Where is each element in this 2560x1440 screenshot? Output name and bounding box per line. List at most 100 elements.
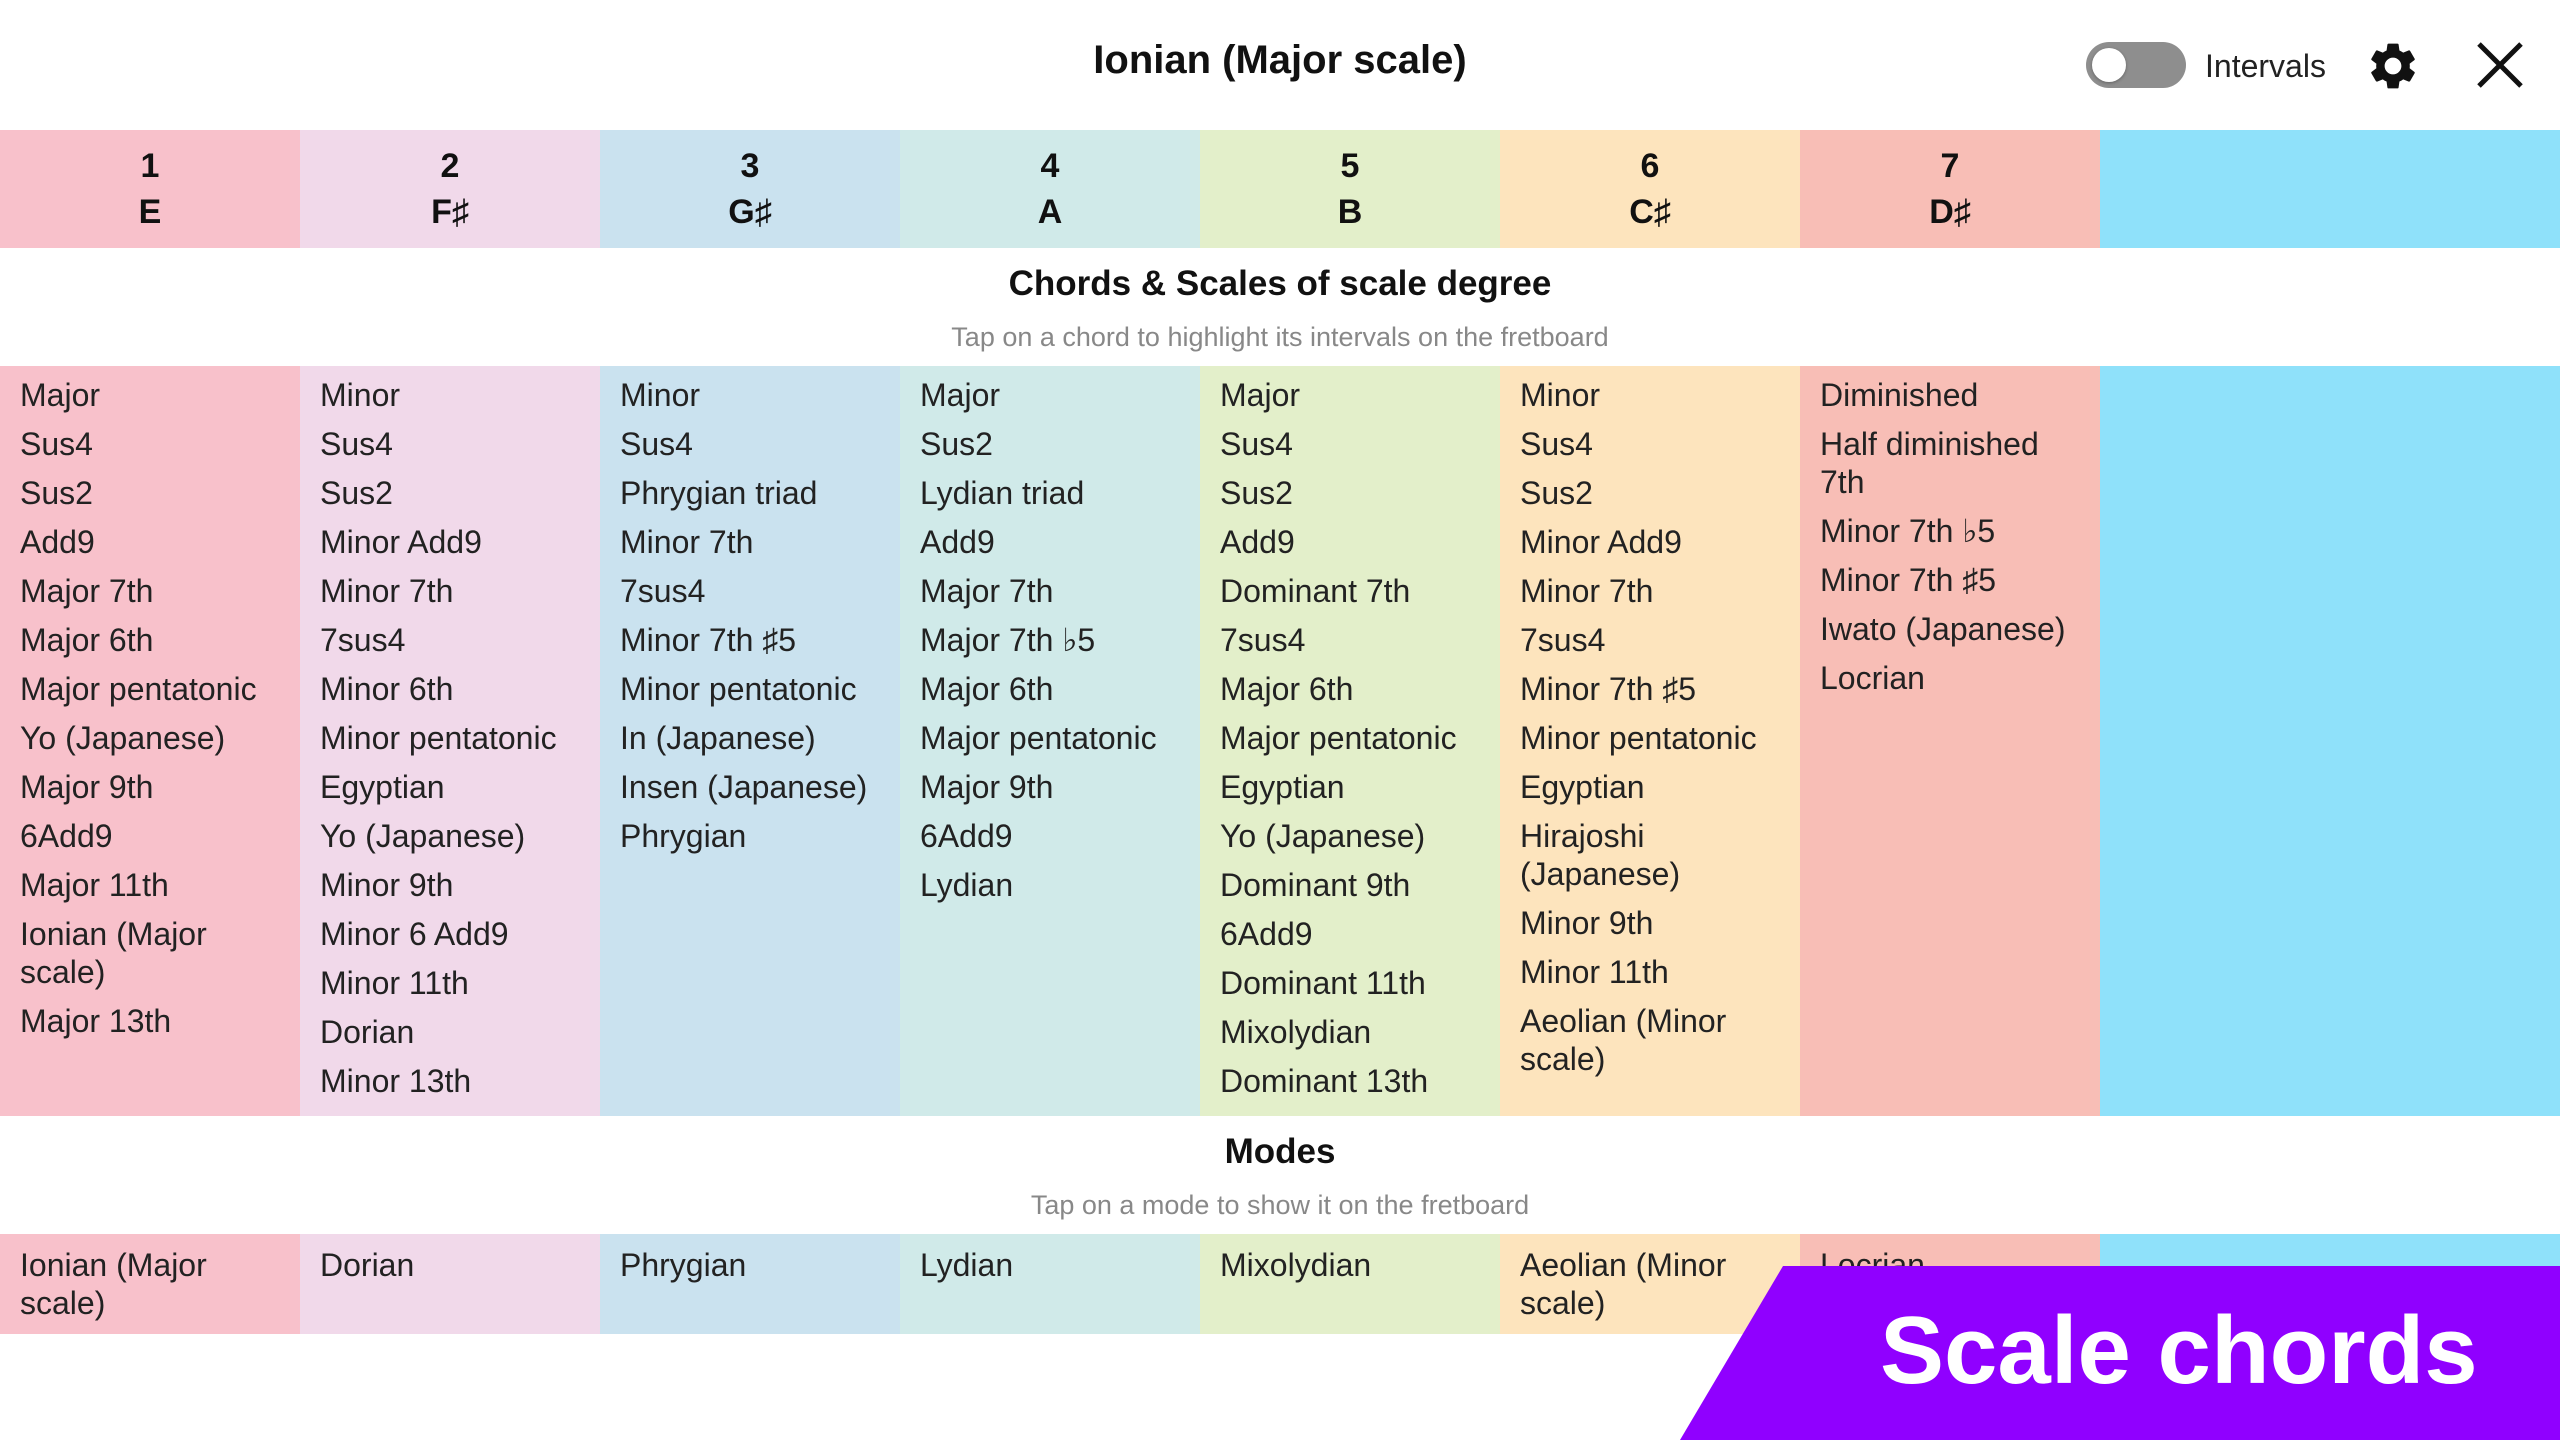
chord-item[interactable]: Lydian (920, 867, 1014, 903)
chord-item[interactable]: Major pentatonic (20, 671, 257, 707)
chord-item[interactable]: Sus2 (320, 475, 393, 511)
chord-item[interactable]: Add9 (920, 524, 995, 560)
chord-item[interactable]: Minor 11th (320, 965, 469, 1001)
chord-item[interactable]: Minor 7th ♯5 (1820, 562, 1997, 598)
chord-item[interactable]: Minor 7th ♯5 (1520, 671, 1697, 707)
chord-item[interactable]: Locrian (1820, 660, 1925, 696)
chord-item[interactable]: Half diminished 7th (1820, 426, 2039, 500)
chord-item[interactable]: Dominant 13th (1220, 1063, 1429, 1099)
chord-item[interactable]: Insen (Japanese) (620, 769, 868, 805)
chord-item[interactable]: Minor pentatonic (620, 671, 857, 707)
chord-item[interactable]: Major 13th (20, 1003, 172, 1039)
chord-item[interactable]: Major (1220, 377, 1301, 413)
intervals-toggle[interactable] (2086, 42, 2186, 88)
chord-item[interactable]: Major pentatonic (920, 720, 1157, 756)
chord-item[interactable]: Minor 7th (620, 524, 754, 560)
chord-item[interactable]: 6Add9 (20, 818, 113, 854)
chord-item[interactable]: Major 7th (920, 573, 1054, 609)
chord-item[interactable]: Dorian (320, 1014, 415, 1050)
chord-item[interactable]: Hirajoshi (Japanese) (1520, 818, 1681, 892)
chord-item[interactable]: Dominant 7th (1220, 573, 1411, 609)
mode-dorian[interactable]: Dorian (300, 1234, 600, 1334)
chord-item[interactable]: Minor 6th (320, 671, 454, 707)
degree-6[interactable]: 6 C♯ (1500, 130, 1800, 248)
chord-item[interactable]: 7sus4 (1220, 622, 1306, 658)
chord-item[interactable]: Minor 7th (1520, 573, 1654, 609)
chord-item[interactable]: Minor (1520, 377, 1601, 413)
chord-item[interactable]: Iwato (Japanese) (1820, 611, 2066, 647)
chord-item[interactable]: Major pentatonic (1220, 720, 1457, 756)
chord-item[interactable]: Lydian triad (920, 475, 1085, 511)
chord-item[interactable]: Minor Add9 (1520, 524, 1682, 560)
chord-item[interactable]: Major (920, 377, 1001, 413)
chord-item[interactable]: Major 11th (20, 867, 169, 903)
chord-item[interactable]: Yo (Japanese) (20, 720, 226, 756)
chord-item[interactable]: Phrygian (620, 818, 747, 854)
chord-item[interactable]: 7sus4 (620, 573, 706, 609)
chord-item[interactable]: Dominant 9th (1220, 867, 1411, 903)
chord-item[interactable]: Ionian (Major scale) (20, 916, 207, 990)
chord-item[interactable]: Major 6th (20, 622, 154, 658)
chord-item[interactable]: Major 7th ♭5 (920, 622, 1096, 658)
mode-ionian[interactable]: Ionian (Major scale) (0, 1234, 300, 1334)
chord-item[interactable]: Major 6th (920, 671, 1054, 707)
chord-item[interactable]: Major 6th (1220, 671, 1354, 707)
chord-item[interactable]: Minor pentatonic (1520, 720, 1757, 756)
chord-item[interactable]: Sus4 (1520, 426, 1593, 462)
chord-item[interactable]: Sus4 (620, 426, 693, 462)
chord-item[interactable]: Yo (Japanese) (1220, 818, 1426, 854)
chord-item[interactable]: Sus2 (920, 426, 993, 462)
chord-item[interactable]: 6Add9 (1220, 916, 1313, 952)
chord-item[interactable]: Minor 7th ♯5 (620, 622, 797, 658)
chord-item[interactable]: Minor 7th (320, 573, 454, 609)
chord-item[interactable]: Sus4 (20, 426, 93, 462)
chord-item[interactable]: Major (20, 377, 101, 413)
chord-item[interactable]: Major 7th (20, 573, 154, 609)
chord-item[interactable]: Add9 (20, 524, 95, 560)
chord-item[interactable]: Dominant 11th (1220, 965, 1426, 1001)
chord-item[interactable]: Sus2 (1520, 475, 1593, 511)
chord-item[interactable]: Major 9th (920, 769, 1054, 805)
degree-2[interactable]: 2 F♯ (300, 130, 600, 248)
chord-item[interactable]: Minor pentatonic (320, 720, 557, 756)
close-icon[interactable] (2473, 38, 2527, 92)
chord-item[interactable]: Sus4 (320, 426, 393, 462)
chord-item[interactable]: Sus4 (1220, 426, 1293, 462)
chord-item[interactable]: Egyptian (320, 769, 445, 805)
mode-aeolian[interactable]: Aeolian (Minor scale) (1500, 1234, 1800, 1334)
chord-item[interactable]: Minor 11th (1520, 954, 1669, 990)
chord-item[interactable]: 7sus4 (320, 622, 406, 658)
chord-item[interactable]: Mixolydian (1220, 1014, 1372, 1050)
chord-item[interactable]: Minor (320, 377, 401, 413)
chord-item[interactable]: Minor 9th (1520, 905, 1654, 941)
chord-item[interactable]: In (Japanese) (620, 720, 816, 756)
chord-item[interactable]: Sus2 (1220, 475, 1293, 511)
chord-item[interactable]: Yo (Japanese) (320, 818, 526, 854)
degree-3[interactable]: 3 G♯ (600, 130, 900, 248)
chord-item[interactable]: Aeolian (Minor scale) (1520, 1003, 1727, 1077)
chord-item[interactable]: Add9 (1220, 524, 1295, 560)
chords-section-title: Chords & Scales of scale degree (1008, 264, 1552, 303)
chord-item[interactable]: 6Add9 (920, 818, 1013, 854)
chord-item[interactable]: Minor 13th (320, 1063, 472, 1099)
chord-item[interactable]: Minor Add9 (320, 524, 482, 560)
mode-lydian[interactable]: Lydian (900, 1234, 1200, 1334)
chord-item[interactable]: Sus2 (20, 475, 93, 511)
chord-item[interactable]: Diminished (1820, 377, 1979, 413)
chord-item[interactable]: Phrygian triad (620, 475, 818, 511)
chord-item[interactable]: Minor 9th (320, 867, 454, 903)
chord-item[interactable]: Minor (620, 377, 701, 413)
chord-item[interactable]: Egyptian (1220, 769, 1345, 805)
gear-icon[interactable] (2365, 38, 2421, 94)
mode-mixolydian[interactable]: Mixolydian (1200, 1234, 1500, 1334)
chord-item[interactable]: Minor 7th ♭5 (1820, 513, 1996, 549)
mode-phrygian[interactable]: Phrygian (600, 1234, 900, 1334)
chord-item[interactable]: Major 9th (20, 769, 154, 805)
chord-item[interactable]: Egyptian (1520, 769, 1645, 805)
chord-item[interactable]: Minor 6 Add9 (320, 916, 509, 952)
degree-7[interactable]: 7 D♯ (1800, 130, 2100, 248)
chord-item[interactable]: 7sus4 (1520, 622, 1606, 658)
